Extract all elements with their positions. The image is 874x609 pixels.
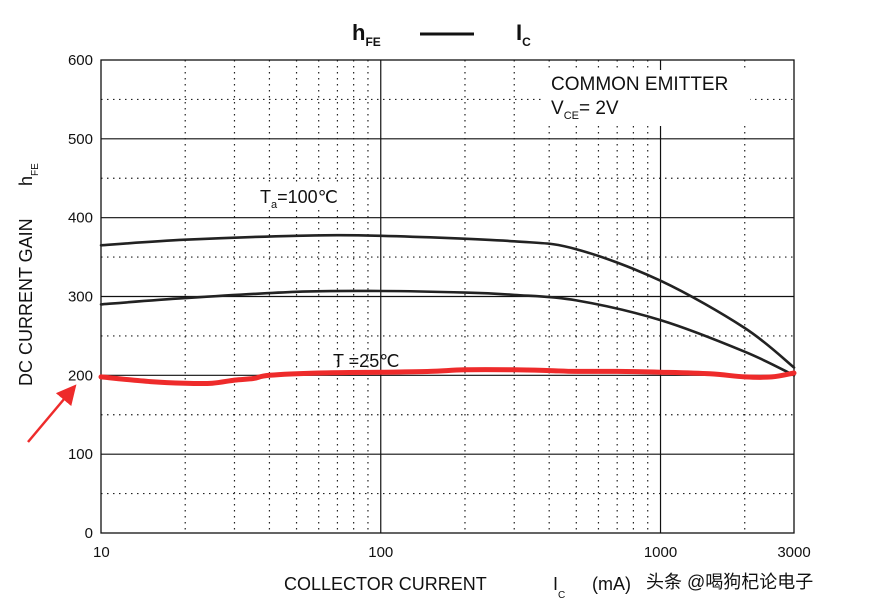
annotation-arrow — [27, 384, 77, 443]
x-tick-label-100: 100 — [368, 544, 393, 561]
series-line-1 — [99, 289, 796, 377]
legend-common-emitter: COMMON EMITTER — [551, 74, 728, 95]
chart-title-secondary: IC — [516, 20, 531, 49]
series-lines — [98, 233, 797, 386]
series-label-bg-1 — [257, 183, 353, 209]
x-tick-label-3000: 3000 — [777, 544, 810, 561]
x-axis-symbol: IC — [553, 574, 565, 601]
y-tick-label-600: 600 — [68, 52, 93, 69]
series-label-100c: Ta=100℃ — [260, 187, 338, 211]
legend-vce: VCE= 2V — [551, 98, 619, 122]
x-tick-labels: 10 100 1000 3000 — [93, 544, 811, 561]
y-axis-symbol: hFE — [16, 163, 41, 186]
y-tick-label-0: 0 — [85, 525, 93, 542]
x-tick-label-10: 10 — [93, 544, 110, 561]
x-axis-unit: (mA) — [592, 574, 631, 594]
y-tick-label-400: 400 — [68, 210, 93, 227]
series-line-0 — [99, 233, 796, 369]
x-axis-label: COLLECTOR CURRENT — [284, 574, 487, 594]
series-label-25c: T =25℃ — [333, 351, 399, 371]
chart-title: hFE — [352, 20, 381, 49]
watermark: 头条 @喝狗杞论电子 — [646, 572, 813, 592]
y-tick-label-200: 200 — [68, 367, 93, 384]
y-tick-label-500: 500 — [68, 131, 93, 148]
series-line-2 — [98, 367, 797, 386]
legend-box-bg — [545, 70, 750, 126]
y-axis-label: DC CURRENT GAIN — [16, 218, 36, 386]
y-tick-label-300: 300 — [68, 289, 93, 306]
x-tick-label-1000: 1000 — [644, 544, 677, 561]
y-tick-label-100: 100 — [68, 446, 93, 463]
y-tick-labels: 0 100 200 300 400 500 600 — [68, 52, 93, 542]
plot-frame — [100, 59, 795, 534]
